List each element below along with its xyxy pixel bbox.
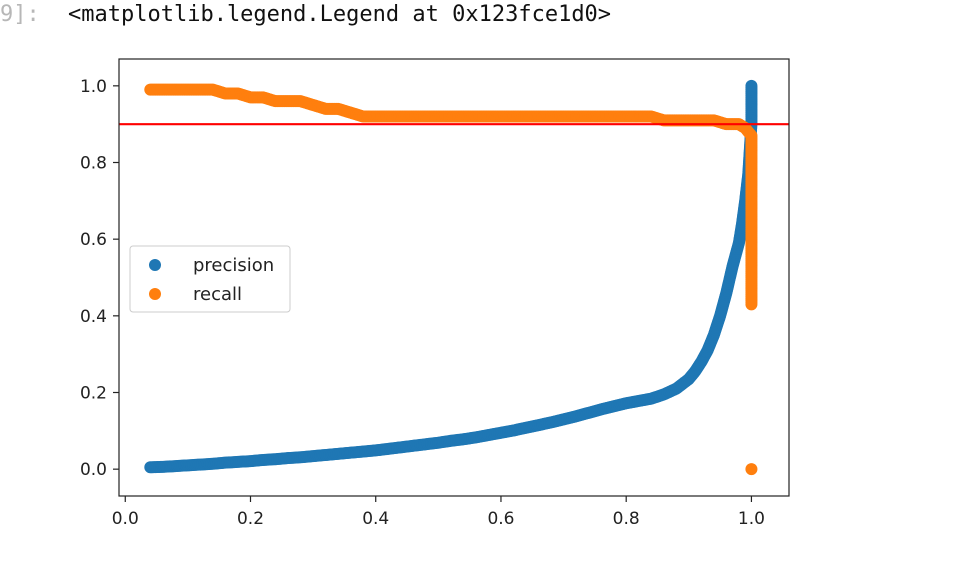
y-tick-label: 1.0	[80, 77, 107, 97]
series-precision	[144, 79, 758, 474]
plot-marks	[119, 79, 789, 476]
recall-point	[745, 298, 758, 311]
legend-label-recall: recall	[193, 284, 242, 305]
output-text: <matplotlib.legend.Legend at 0x123fce1d0…	[68, 2, 612, 27]
x-tick-label: 0.4	[362, 509, 389, 529]
plot-frame	[118, 58, 790, 497]
legend-marker-recall	[149, 288, 161, 300]
x-tick-label: 0.2	[237, 509, 264, 529]
y-tick-label: 0.4	[80, 307, 107, 327]
y-tick-label: 0.6	[80, 230, 107, 250]
x-tick-label: 0.0	[112, 509, 139, 529]
output-prompt: 9]:	[0, 2, 40, 27]
legend: precision recall	[129, 245, 291, 313]
axis-ticks: 0.0 0.2 0.4 0.6 0.8 1.0 0.0 0.2 0.4 0.6 0.8 1.0	[80, 77, 765, 529]
legend-marker-precision	[149, 259, 161, 271]
y-tick-label: 0.8	[80, 154, 107, 174]
x-tick-label: 0.6	[487, 509, 514, 529]
recall-point	[745, 463, 758, 476]
legend-box	[129, 245, 291, 313]
y-tick-label: 0.2	[80, 384, 107, 404]
precision-point	[745, 79, 758, 92]
legend-label-precision: precision	[193, 255, 274, 276]
x-tick-label: 1.0	[738, 509, 765, 529]
y-tick-label: 0.0	[80, 460, 107, 480]
series-recall	[144, 83, 758, 476]
x-tick-label: 0.8	[613, 509, 640, 529]
